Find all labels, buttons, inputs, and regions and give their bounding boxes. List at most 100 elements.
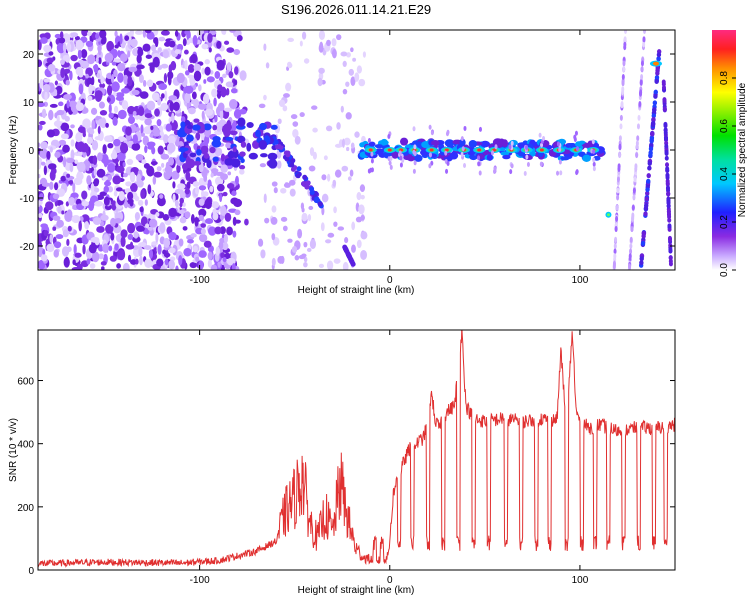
- spectrogram-cell: [52, 226, 57, 231]
- spectrogram-cell: [165, 123, 172, 132]
- spectrogram-cell: [616, 194, 620, 201]
- spectrogram-cell: [299, 40, 303, 47]
- spectrogram-cell: [645, 190, 650, 196]
- spectrogram-cell: [61, 210, 65, 215]
- spectrogram-cell: [201, 43, 209, 50]
- spectrogram-cell: [147, 184, 152, 195]
- spectrogram-cell: [332, 179, 337, 187]
- spectrogram-cell: [88, 243, 97, 254]
- spectrogram-cell: [109, 255, 117, 262]
- spectrogram-cell: [129, 199, 134, 207]
- spectrogram-cell: [346, 52, 351, 58]
- spectrogram-cell: [216, 183, 225, 192]
- spectrogram-cell: [114, 58, 122, 63]
- spectrogram-cell: [228, 71, 234, 79]
- spectrogram-cell: [573, 137, 577, 143]
- colorbar-label: Normalized spectral amplitude: [737, 82, 748, 217]
- spectrogram-cell: [223, 233, 228, 244]
- spectrogram-cell: [157, 244, 162, 255]
- spectrogram-cell: [148, 249, 154, 259]
- spectrogram-cell: [132, 134, 138, 145]
- spectrogram-cell: [303, 58, 310, 64]
- spectrogram-cell: [77, 50, 82, 60]
- spectrogram-cell: [324, 239, 332, 244]
- spectrogram-cell: [122, 161, 126, 168]
- spectrogram-cell: [127, 116, 135, 125]
- spectrogram-cell: [87, 136, 94, 145]
- spectrogram-cell: [117, 72, 124, 83]
- spectrogram-cell: [230, 88, 238, 94]
- spectrogram-cell: [174, 199, 179, 208]
- spectrogram-cell: [317, 201, 323, 207]
- spectrogram-cell: [189, 152, 197, 158]
- spectrogram-cell: [391, 150, 399, 159]
- spectrogram-cell: [187, 74, 194, 79]
- spectrogram-cell: [220, 91, 230, 96]
- spectrogram-cell: [226, 120, 232, 129]
- spectrogram-cell: [78, 83, 84, 95]
- spectrogram-cell: [164, 90, 168, 101]
- spectrogram-cell: [42, 83, 51, 92]
- spectrogram-cell: [90, 182, 95, 193]
- spectrogram-cell: [38, 102, 46, 108]
- spectrogram-cell: [358, 204, 365, 215]
- spectrogram-cell: [171, 112, 175, 123]
- spectrogram-cell: [638, 101, 642, 108]
- spectrogram-cell: [268, 158, 278, 169]
- spectrogram-cell: [119, 142, 129, 154]
- spectrogram-cell: [255, 129, 261, 138]
- spectrogram-cell: [222, 30, 227, 35]
- spectrogram-cell: [206, 159, 212, 169]
- spectrogram-cell: [123, 74, 129, 85]
- spectrogram-cell: [163, 252, 171, 258]
- spectrogram-cell: [265, 62, 270, 69]
- spectrogram-cell: [358, 78, 366, 87]
- spectrogram-cell: [82, 118, 91, 130]
- spectrogram-cell: [151, 92, 160, 101]
- chart-title: S196.2026.011.14.21.E29: [281, 2, 431, 17]
- spectrogram-cell: [222, 256, 227, 263]
- spectrogram-cell: [320, 222, 325, 232]
- spectrogram-cell: [667, 235, 672, 241]
- spectrogram-cell: [224, 212, 232, 222]
- spectrogram-cell: [203, 173, 208, 182]
- spectrogram-cell: [344, 237, 349, 244]
- spectrogram-cell: [388, 160, 392, 166]
- spectrogram-cell: [273, 187, 278, 194]
- spectrogram-cell: [38, 193, 44, 202]
- spectrogram-cell: [212, 156, 219, 162]
- spectrogram-cell: [49, 234, 53, 244]
- spectrogram-cell: [278, 99, 286, 108]
- spectrogram-cell: [70, 149, 75, 161]
- spectrogram-cell: [92, 155, 98, 166]
- spectrogram-cell: [342, 261, 349, 270]
- spectrogram-cell: [167, 135, 176, 145]
- spectrogram-cell: [99, 30, 107, 39]
- spectrogram-cell: [575, 169, 579, 175]
- colorbar-tick-label: 0.8: [719, 71, 730, 85]
- spectrogram-cell: [428, 163, 432, 169]
- spectrogram-cell: [202, 123, 212, 131]
- spectrogram-cell: [186, 124, 193, 130]
- spectrogram-cell: [54, 33, 62, 39]
- spectrogram-cell: [636, 123, 640, 130]
- spectrogram-cell: [87, 31, 92, 37]
- spectrogram-cell: [345, 112, 352, 120]
- spectrogram-cell: [653, 89, 658, 95]
- spectrogram-cell: [86, 77, 93, 87]
- spectrogram-cell: [620, 101, 624, 108]
- spectrogram-cell: [68, 180, 74, 185]
- spectrogram-cell: [78, 220, 82, 232]
- spectrogram-cell: [264, 217, 270, 224]
- spectrogram-cell: [567, 143, 577, 148]
- spectrogram-cell: [556, 141, 560, 147]
- spectrogram-cell: [636, 135, 640, 142]
- spectrogram-cell: [127, 75, 133, 87]
- snr-x-ticks: -100 0 100: [190, 330, 589, 586]
- spectrogram-cell: [445, 131, 449, 137]
- spectrogram-cell: [664, 150, 669, 156]
- spectrogram-cell: [193, 63, 202, 72]
- spectrogram-cell: [217, 102, 225, 112]
- spectrogram-cell: [290, 158, 296, 164]
- spectrogram-cell: [53, 120, 62, 127]
